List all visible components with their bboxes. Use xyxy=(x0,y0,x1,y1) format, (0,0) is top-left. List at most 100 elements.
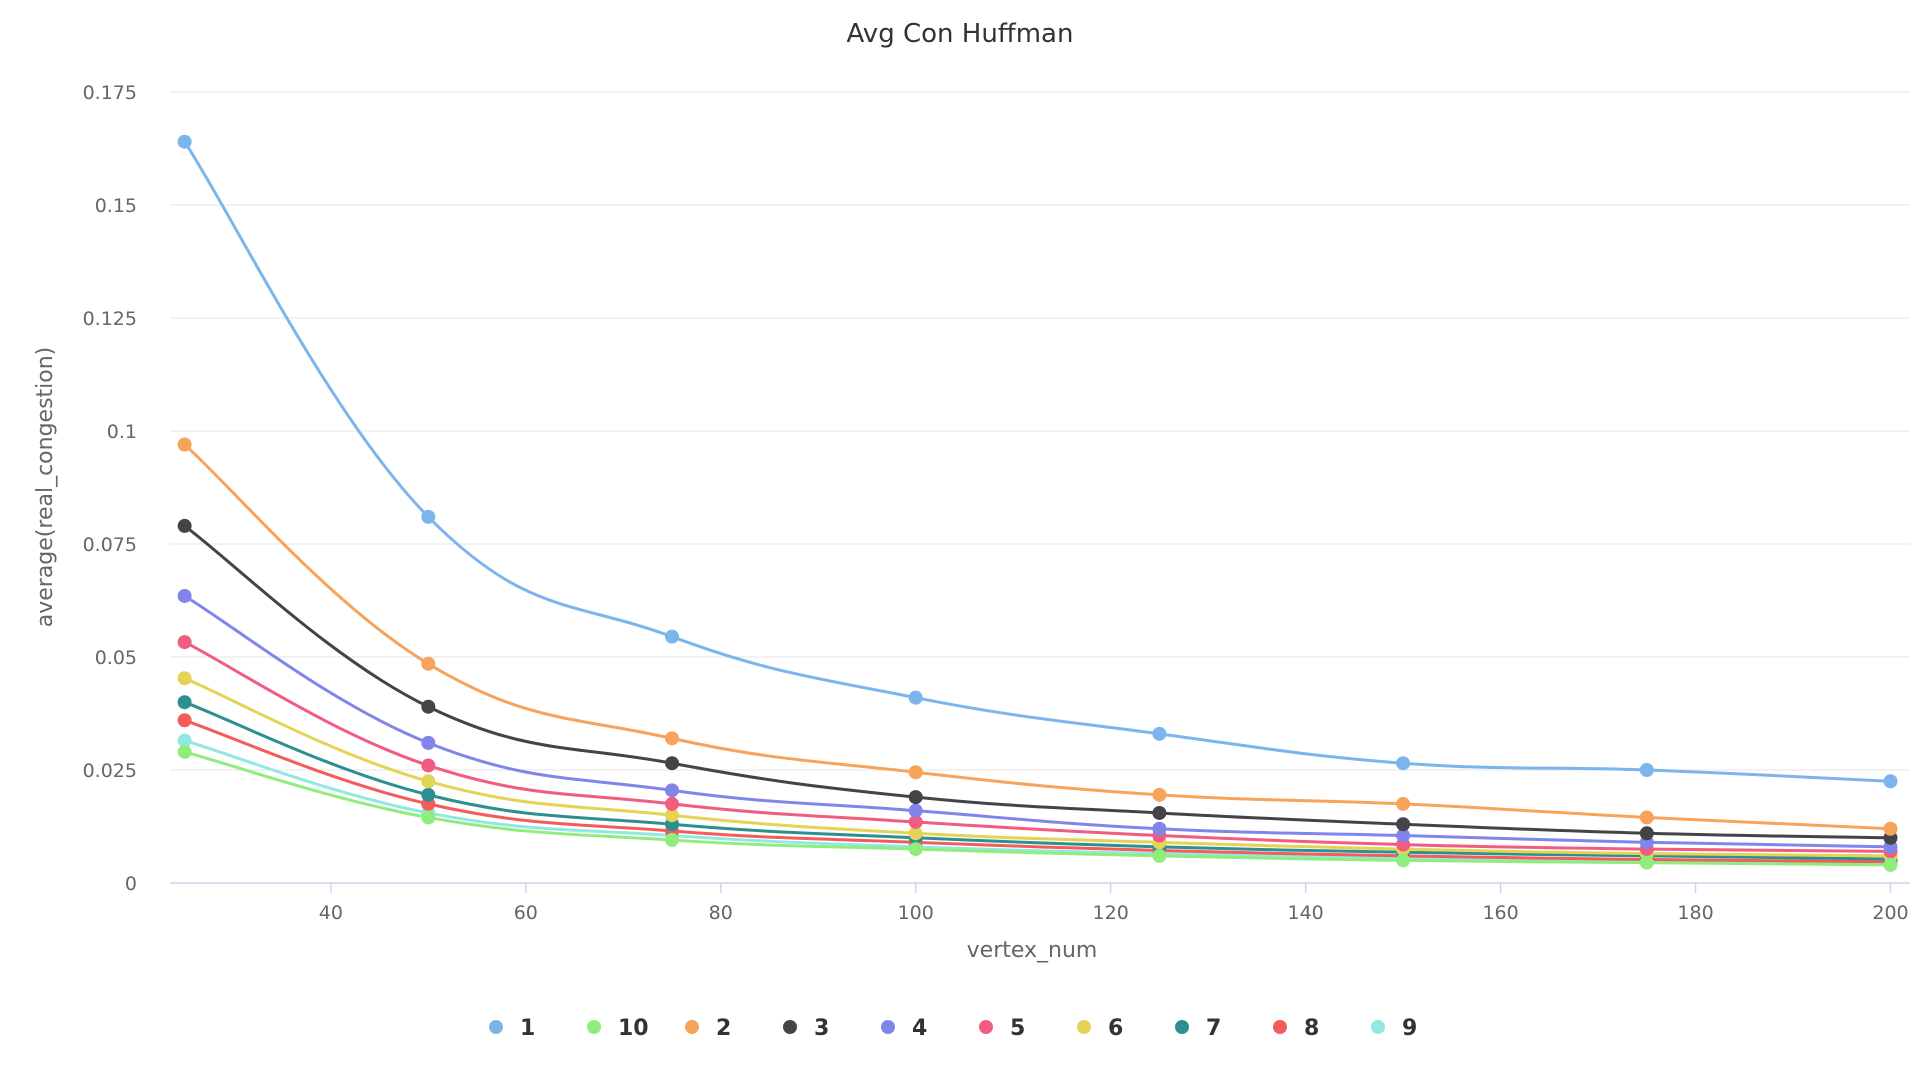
data-point-series-1[interactable] xyxy=(665,629,680,644)
legend-symbol xyxy=(587,1020,601,1034)
y-tick-label: 0.05 xyxy=(95,647,137,669)
legend-symbol xyxy=(489,1020,503,1034)
data-point-series-1[interactable] xyxy=(1152,726,1167,741)
legend-symbol xyxy=(783,1020,797,1034)
data-point-series-10[interactable] xyxy=(421,810,436,825)
y-tick-label: 0.1 xyxy=(107,421,137,443)
legend-label: 9 xyxy=(1402,1016,1417,1041)
legend-item-6[interactable]: 6 xyxy=(1077,1016,1123,1041)
data-point-series-1[interactable] xyxy=(908,690,923,705)
data-point-series-4[interactable] xyxy=(908,803,923,818)
data-point-series-5[interactable] xyxy=(665,796,680,811)
legend-label: 8 xyxy=(1304,1016,1319,1041)
data-point-series-10[interactable] xyxy=(1639,855,1654,870)
data-point-series-4[interactable] xyxy=(1152,821,1167,836)
data-point-series-2[interactable] xyxy=(1639,810,1654,825)
y-tick-label: 0.075 xyxy=(83,534,137,556)
data-point-series-3[interactable] xyxy=(177,518,192,533)
y-tick-label: 0 xyxy=(125,873,137,895)
data-point-series-1[interactable] xyxy=(1639,763,1654,777)
x-tick-label: 80 xyxy=(709,902,733,924)
legend-item-5[interactable]: 5 xyxy=(979,1016,1025,1041)
data-point-series-10[interactable] xyxy=(665,833,680,848)
data-point-series-4[interactable] xyxy=(421,735,436,750)
legend: 1 10 2 3 4 5 6 7 8 9 xyxy=(489,1016,1417,1041)
legend-label: 4 xyxy=(912,1016,927,1041)
data-point-series-10[interactable] xyxy=(1396,853,1411,868)
legend-symbol xyxy=(1175,1020,1189,1034)
legend-item-4[interactable]: 4 xyxy=(881,1016,927,1041)
data-point-series-3[interactable] xyxy=(421,699,436,714)
data-point-series-7[interactable] xyxy=(177,695,192,710)
legend-symbol xyxy=(979,1020,993,1034)
data-point-series-5[interactable] xyxy=(908,814,923,829)
data-point-series-5[interactable] xyxy=(177,635,192,650)
series-lines xyxy=(183,140,1891,867)
data-point-series-10[interactable] xyxy=(1883,857,1898,872)
legend-item-1[interactable]: 1 xyxy=(489,1016,535,1041)
data-point-series-6[interactable] xyxy=(177,671,192,686)
series-line-10 xyxy=(184,750,1891,867)
data-point-series-2[interactable] xyxy=(665,731,680,746)
data-point-series-7[interactable] xyxy=(421,787,436,802)
legend-label: 2 xyxy=(716,1016,731,1041)
data-point-series-3[interactable] xyxy=(908,790,923,805)
y-tick-label: 0.175 xyxy=(83,82,137,104)
x-tick-label: 60 xyxy=(514,902,538,924)
legend-item-3[interactable]: 3 xyxy=(783,1016,829,1041)
legend-item-10[interactable]: 10 xyxy=(587,1016,649,1041)
data-point-series-2[interactable] xyxy=(177,437,192,452)
legend-item-7[interactable]: 7 xyxy=(1175,1016,1221,1041)
data-point-series-10[interactable] xyxy=(1152,848,1167,863)
legend-item-2[interactable]: 2 xyxy=(685,1016,731,1041)
x-tick-label: 100 xyxy=(898,902,934,924)
x-tick-label: 140 xyxy=(1287,902,1323,924)
grid-lines xyxy=(170,91,1910,771)
data-point-series-4[interactable] xyxy=(665,783,680,798)
data-point-series-2[interactable] xyxy=(421,656,436,671)
data-point-series-3[interactable] xyxy=(1396,817,1411,832)
data-point-series-6[interactable] xyxy=(421,774,436,789)
series-line-4 xyxy=(183,594,1891,849)
series-line-2 xyxy=(183,443,1891,831)
legend-item-8[interactable]: 8 xyxy=(1273,1016,1319,1041)
data-point-series-2[interactable] xyxy=(1883,821,1898,836)
legend-label: 6 xyxy=(1108,1016,1123,1041)
series-line-8 xyxy=(184,718,1891,864)
legend-label: 1 xyxy=(520,1016,535,1041)
y-tick-label: 0.15 xyxy=(95,195,137,217)
data-point-series-2[interactable] xyxy=(1152,787,1167,802)
data-point-series-3[interactable] xyxy=(665,756,680,771)
x-tick-label: 200 xyxy=(1872,902,1908,924)
series-markers xyxy=(177,134,1898,872)
data-point-series-4[interactable] xyxy=(1396,828,1411,843)
data-point-series-2[interactable] xyxy=(1396,796,1411,811)
legend-symbol xyxy=(1273,1020,1287,1034)
data-point-series-5[interactable] xyxy=(421,758,436,773)
data-point-series-3[interactable] xyxy=(1639,826,1654,841)
data-point-series-9[interactable] xyxy=(177,733,192,748)
data-point-series-10[interactable] xyxy=(908,842,923,857)
y-tick-label: 0.125 xyxy=(83,308,137,330)
legend-symbol xyxy=(881,1020,895,1034)
data-point-series-1[interactable] xyxy=(1396,756,1411,771)
data-point-series-8[interactable] xyxy=(177,713,192,728)
y-axis-title: average(real_congestion) xyxy=(33,347,58,628)
data-point-series-10[interactable] xyxy=(177,744,192,759)
series-line-1 xyxy=(183,140,1891,783)
data-point-series-4[interactable] xyxy=(177,588,192,603)
x-tick-label: 40 xyxy=(319,902,343,924)
data-point-series-1[interactable] xyxy=(1883,774,1898,789)
data-point-series-3[interactable] xyxy=(1152,805,1167,820)
data-point-series-1[interactable] xyxy=(421,509,436,524)
data-point-series-2[interactable] xyxy=(908,765,923,780)
x-axis-ticks: 40 60 80 100 120 140 160 180 200 xyxy=(319,883,1909,924)
x-tick-label: 180 xyxy=(1677,902,1713,924)
legend-item-9[interactable]: 9 xyxy=(1371,1016,1417,1041)
series-line-5 xyxy=(183,640,1891,853)
data-point-series-6[interactable] xyxy=(665,808,680,823)
legend-symbol xyxy=(1077,1020,1091,1034)
data-point-series-1[interactable] xyxy=(177,134,192,149)
data-point-series-6[interactable] xyxy=(908,826,923,841)
series-line-7 xyxy=(184,700,1891,861)
